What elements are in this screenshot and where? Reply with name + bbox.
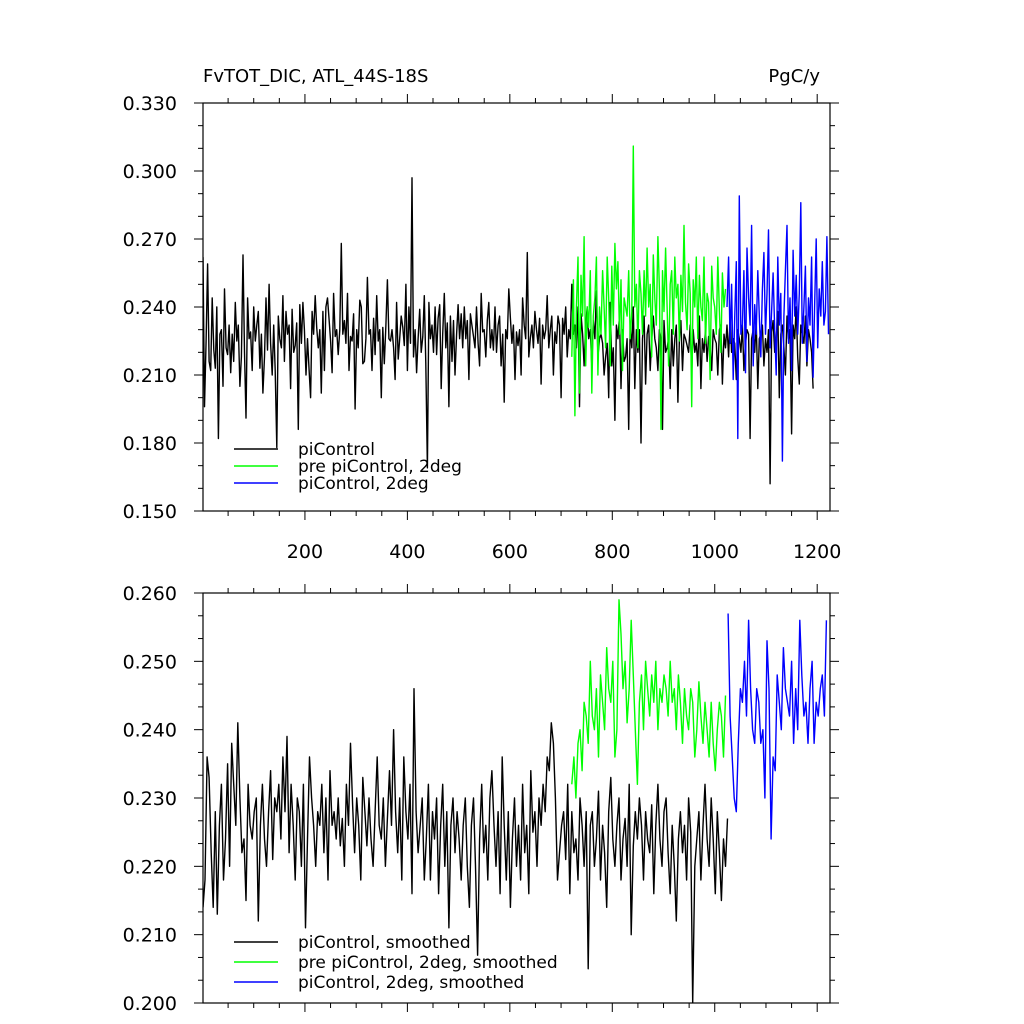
x-tick-label: 400 xyxy=(389,541,425,563)
series-line-3 xyxy=(726,195,830,462)
x-tick-label: 1000 xyxy=(691,541,739,563)
bottom-panel-plot: 0.200 0.210 0.220 0.230 0.240 0.250 0.260 piCon… xyxy=(123,583,839,1015)
y-tick-label: 0.200 xyxy=(123,993,177,1015)
series-line-1 xyxy=(203,177,814,485)
y-tick-label: 0.270 xyxy=(123,229,177,251)
y-tick-label: 0.300 xyxy=(123,161,177,183)
x-tick-label: 800 xyxy=(594,541,630,563)
y-tick-label: 0.210 xyxy=(123,365,177,387)
y-tick-label: 0.220 xyxy=(123,856,177,878)
y-tick-label: 0.150 xyxy=(123,501,177,523)
legend-label: piControl, smoothed xyxy=(298,933,471,953)
legend-label: piControl xyxy=(298,440,375,460)
legend-label: pre piControl, 2deg xyxy=(298,457,462,477)
y-tick-label: 0.330 xyxy=(123,93,177,115)
y-tick-label: 0.210 xyxy=(123,925,177,947)
chart-units: PgC/y xyxy=(768,66,820,87)
x-tick-label: 600 xyxy=(492,541,528,563)
legend-label: piControl, 2deg, smoothed xyxy=(298,973,524,993)
legend-label: piControl, 2deg xyxy=(298,474,429,494)
x-tick-label: 1200 xyxy=(793,541,841,563)
y-tick-label: 0.180 xyxy=(123,433,177,455)
legend-label: pre piControl, 2deg, smoothed xyxy=(298,953,558,973)
y-tick-label: 0.230 xyxy=(123,788,177,810)
chart-title: FvTOT_DIC, ATL_44S-18S xyxy=(203,66,428,87)
y-tick-label: 0.250 xyxy=(123,651,177,673)
series-line-3 xyxy=(727,613,828,840)
series-line-2 xyxy=(571,145,727,431)
series-line-1 xyxy=(203,688,729,1003)
series-line-2 xyxy=(571,599,727,799)
series-group xyxy=(203,145,830,485)
y-tick-label: 0.260 xyxy=(123,583,177,605)
top-panel-plot: 0.150 0.180 0.210 0.240 0.270 0.300 0.330 200 40… xyxy=(123,93,842,563)
y-tick-label: 0.240 xyxy=(123,720,177,742)
series-group xyxy=(203,599,828,1003)
y-tick-label: 0.240 xyxy=(123,297,177,319)
x-tick-label: 200 xyxy=(287,541,323,563)
